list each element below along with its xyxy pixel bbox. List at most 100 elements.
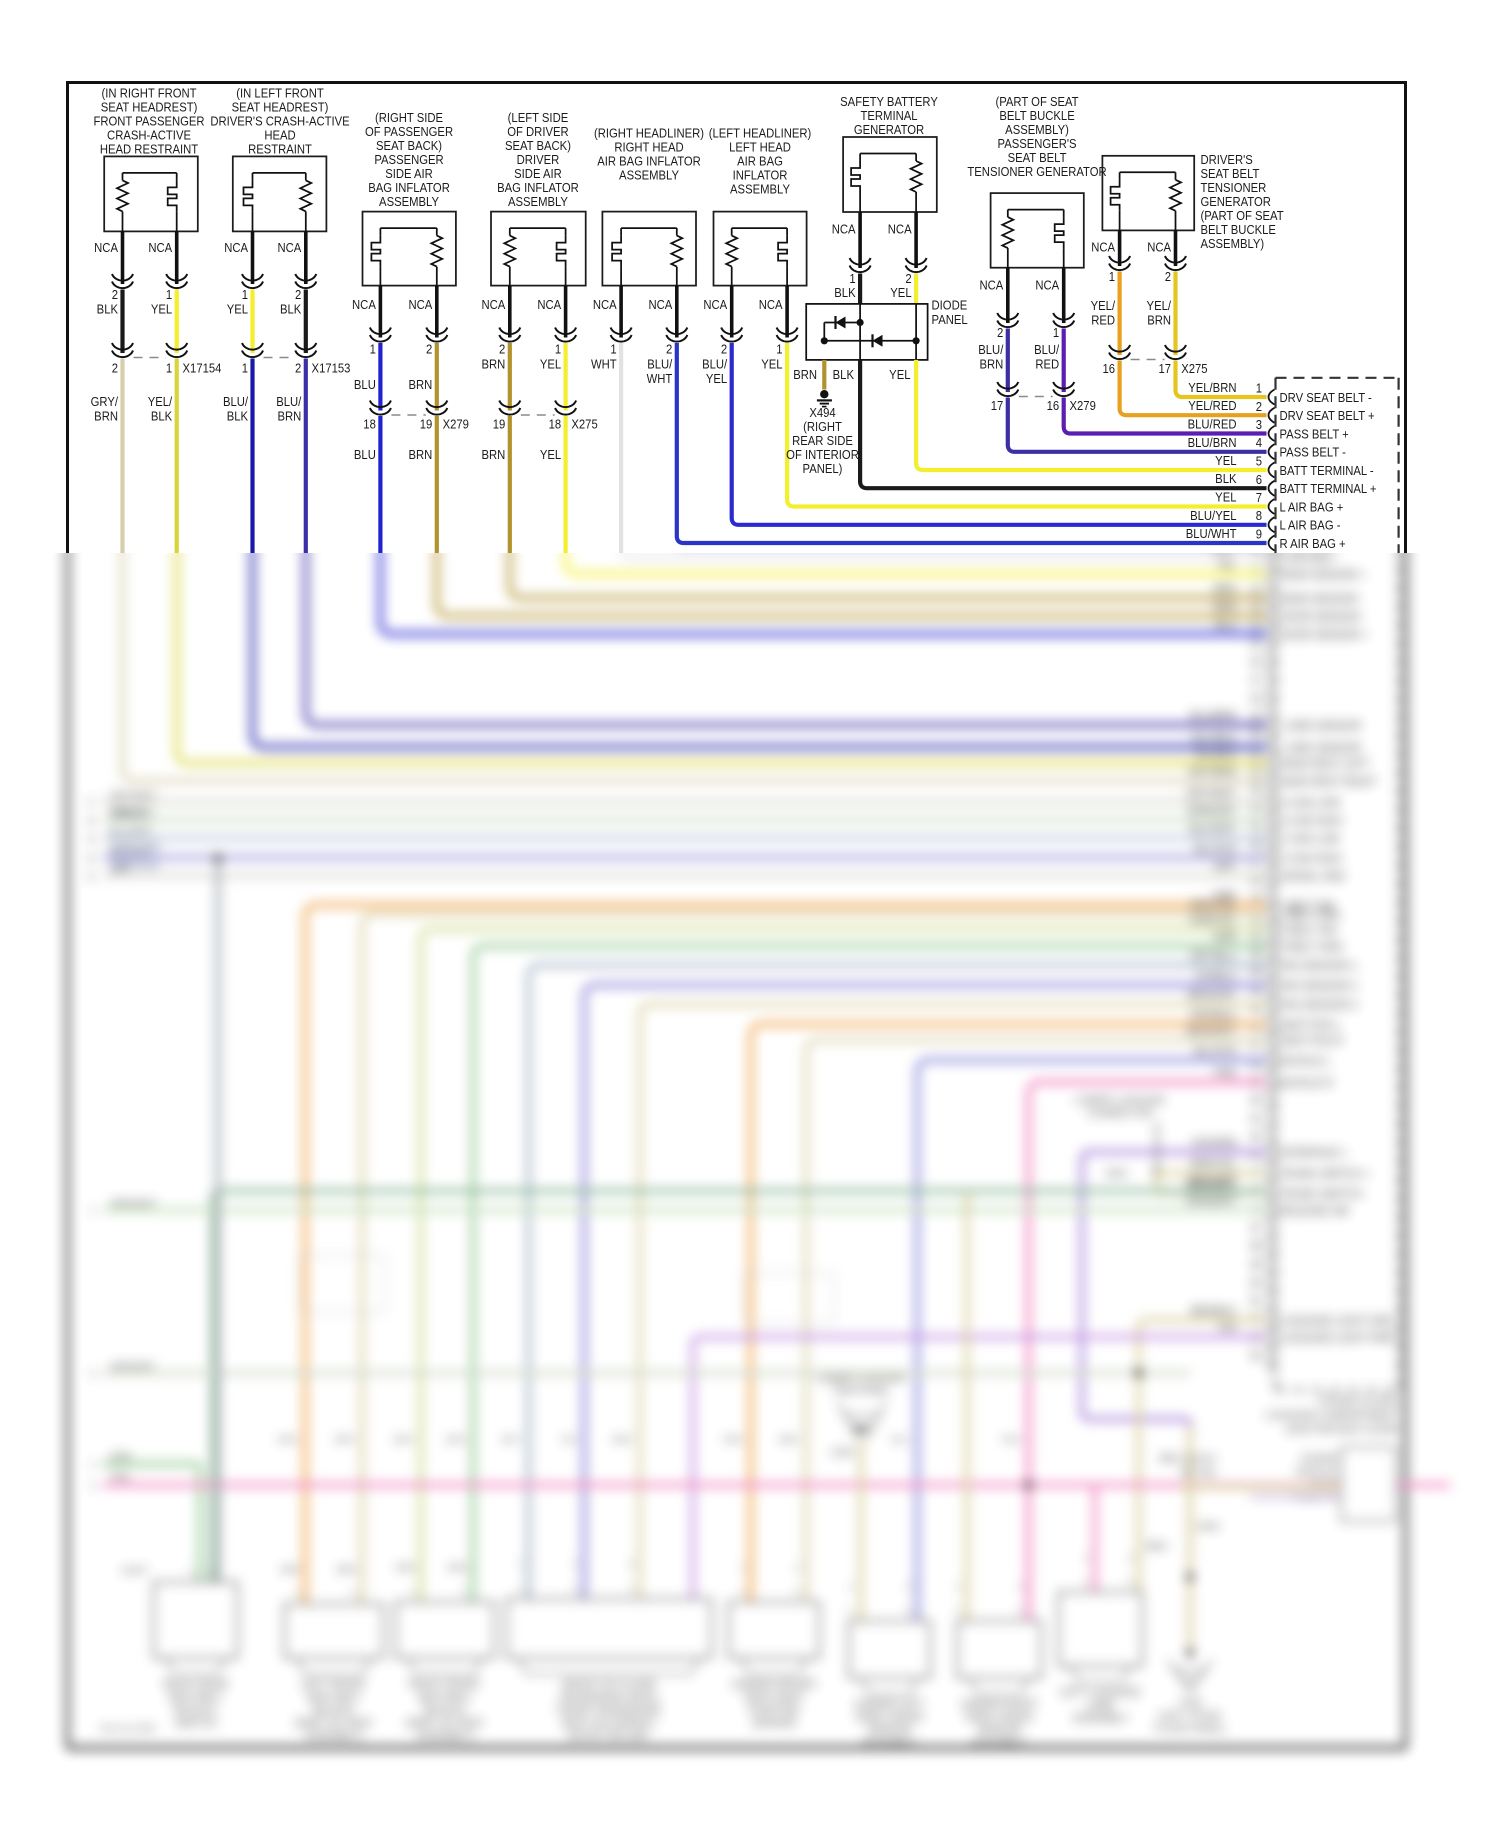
svg-text:23: 23 [1250, 783, 1262, 797]
svg-text:VIO/GRN: VIO/GRN [1191, 1136, 1236, 1150]
svg-text:2: 2 [295, 361, 301, 376]
svg-text:GRY/BLU: GRY/BLU [1190, 949, 1237, 963]
svg-text:1: 1 [242, 287, 248, 302]
svg-text:SEAT POS R: SEAT POS R [1280, 1034, 1343, 1048]
svg-text:1: 1 [166, 287, 172, 302]
svg-text:SIDE AIR: SIDE AIR [385, 166, 433, 181]
svg-text:SEAT POS L: SEAT POS L [1280, 1018, 1342, 1032]
svg-text:BLU/: BLU/ [223, 394, 249, 409]
svg-text:17: 17 [991, 398, 1004, 413]
svg-text:GRN/GRY: GRN/GRY [110, 1360, 156, 1373]
svg-text:POSITION: POSITION [749, 1704, 800, 1717]
svg-text:DRIVER: DRIVER [517, 152, 560, 167]
svg-text:ASSEMBLY: ASSEMBLY [508, 194, 568, 209]
svg-text:1: 1 [1053, 325, 1059, 340]
svg-text:9: 9 [1256, 527, 1262, 542]
svg-text:2: 2 [1128, 1552, 1133, 1564]
svg-text:R AIR BAG -: R AIR BAG - [1280, 553, 1340, 565]
svg-text:2: 2 [426, 342, 432, 357]
svg-text:BLU/GRY: BLU/GRY [1190, 822, 1237, 836]
svg-text:NCA: NCA [832, 222, 857, 237]
svg-text:GRY: GRY [501, 1434, 521, 1446]
svg-text:BRN: BRN [337, 1564, 356, 1576]
svg-text:BRN: BRN [408, 447, 432, 462]
svg-text:NCA: NCA [408, 297, 433, 312]
svg-text:NCA: NCA [888, 222, 913, 237]
svg-text:14: 14 [1250, 619, 1262, 633]
svg-text:2: 2 [997, 325, 1003, 340]
svg-text:BRN: BRN [481, 356, 505, 371]
svg-text:YEL: YEL [1215, 490, 1236, 505]
svg-text:L AIR BAG -: L AIR BAG - [1280, 518, 1341, 533]
svg-text:ORN: ORN [277, 1434, 297, 1446]
svg-text:RED: RED [1035, 357, 1059, 372]
svg-text:YEL: YEL [151, 302, 172, 317]
svg-text:PNK: PNK [1002, 1434, 1021, 1446]
svg-text:13: 13 [1250, 601, 1262, 615]
svg-text:29: 29 [1250, 893, 1262, 907]
svg-text:SWITCH: SWITCH [175, 1717, 217, 1730]
svg-text:26: 26 [1250, 838, 1262, 852]
svg-text:(RIGHT SIDE: (RIGHT SIDE [375, 110, 443, 125]
svg-text:FRONT PASSENGER: FRONT PASSENGER [557, 1704, 661, 1717]
svg-text:FLOOR PANEL): FLOOR PANEL) [1154, 1722, 1225, 1735]
svg-text:X1007: X1007 [120, 1565, 147, 1577]
svg-text:GRY/: GRY/ [91, 394, 119, 409]
svg-text:17: 17 [1158, 361, 1171, 376]
svg-text:SEAT BELT: SEAT BELT [417, 1691, 472, 1704]
svg-text:GENERATOR: GENERATOR [854, 122, 924, 137]
svg-text:1: 1 [370, 342, 376, 357]
svg-text:BRN: BRN [1147, 313, 1171, 328]
svg-text:2: 2 [905, 271, 911, 286]
svg-text:1: 1 [740, 1562, 745, 1574]
svg-text:HEAD REST LEFT: HEAD REST LEFT [1280, 757, 1370, 771]
svg-text:GRN/GRY: GRN/GRY [1187, 1175, 1237, 1189]
svg-text:BUCKLE: BUCKLE [424, 1704, 467, 1717]
svg-text:BRN: BRN [779, 1434, 798, 1446]
svg-text:6: 6 [1256, 472, 1262, 487]
svg-text:2: 2 [1256, 399, 1262, 414]
svg-text:3: 3 [1256, 417, 1262, 432]
svg-text:2: 2 [795, 1562, 800, 1574]
svg-text:YEL/BRN: YEL/BRN [1188, 380, 1236, 395]
svg-text:ASSEMBLY: ASSEMBLY [379, 194, 439, 209]
svg-text:F-CAN LOW: F-CAN LOW [1280, 832, 1340, 846]
svg-text:DETECTOR MAT: DETECTOR MAT [568, 1730, 651, 1743]
svg-text:16: 16 [1103, 361, 1116, 376]
svg-text:(LEFT HEADLINER): (LEFT HEADLINER) [709, 126, 812, 141]
svg-text:BLU/VIO: BLU/VIO [1194, 842, 1236, 856]
svg-text:F-CAN HIGH: F-CAN HIGH [1280, 852, 1342, 866]
svg-text:GRY/WHT: GRY/WHT [110, 789, 157, 802]
svg-text:SIDE) CRASH: SIDE) CRASH [855, 1711, 923, 1724]
svg-text:TERMINAL: TERMINAL [861, 108, 918, 123]
svg-text:REAR SIDE: REAR SIDE [792, 433, 853, 448]
svg-text:DRIVER'S CRASH-ACTIVE: DRIVER'S CRASH-ACTIVE [210, 114, 349, 129]
svg-text:(PART OF SEAT: (PART OF SEAT [295, 1717, 373, 1730]
svg-text:LAMP: LAMP [1086, 1699, 1115, 1712]
svg-text:1: 1 [848, 1605, 853, 1617]
svg-text:NCA: NCA [980, 278, 1005, 293]
svg-text:NCA: NCA [481, 297, 506, 312]
svg-text:RIGHT REAR: RIGHT REAR [163, 1678, 228, 1691]
svg-text:8: 8 [1256, 508, 1262, 523]
svg-text:RED: RED [1091, 313, 1115, 328]
svg-text:18: 18 [363, 417, 376, 432]
svg-text:BRN: BRN [793, 367, 817, 382]
svg-text:BLK: BLK [833, 367, 855, 382]
svg-text:GRN: GRN [1105, 1167, 1127, 1180]
svg-text:1: 1 [1109, 269, 1115, 284]
svg-text:BLK: BLK [97, 302, 119, 317]
svg-text:19: 19 [1250, 710, 1262, 724]
svg-text:ASSEMBLY): ASSEMBLY) [304, 1730, 364, 1743]
svg-text:X17154: X17154 [183, 361, 222, 376]
svg-text:20: 20 [1250, 728, 1262, 742]
svg-text:24: 24 [1250, 801, 1262, 815]
svg-text:GRN: GRN [393, 1434, 413, 1446]
svg-text:PASSENGER SEAT): PASSENGER SEAT) [560, 1691, 659, 1704]
svg-text:SIDE) CRASH: SIDE) CRASH [965, 1711, 1033, 1724]
svg-text:BLK: BLK [280, 302, 302, 317]
svg-text:16: 16 [1047, 398, 1060, 413]
svg-text:37: 37 [1250, 1039, 1262, 1053]
svg-text:BLU/VIO: BLU/VIO [1194, 1044, 1236, 1058]
svg-text:SEAT BELT: SEAT BELT [306, 1691, 361, 1704]
